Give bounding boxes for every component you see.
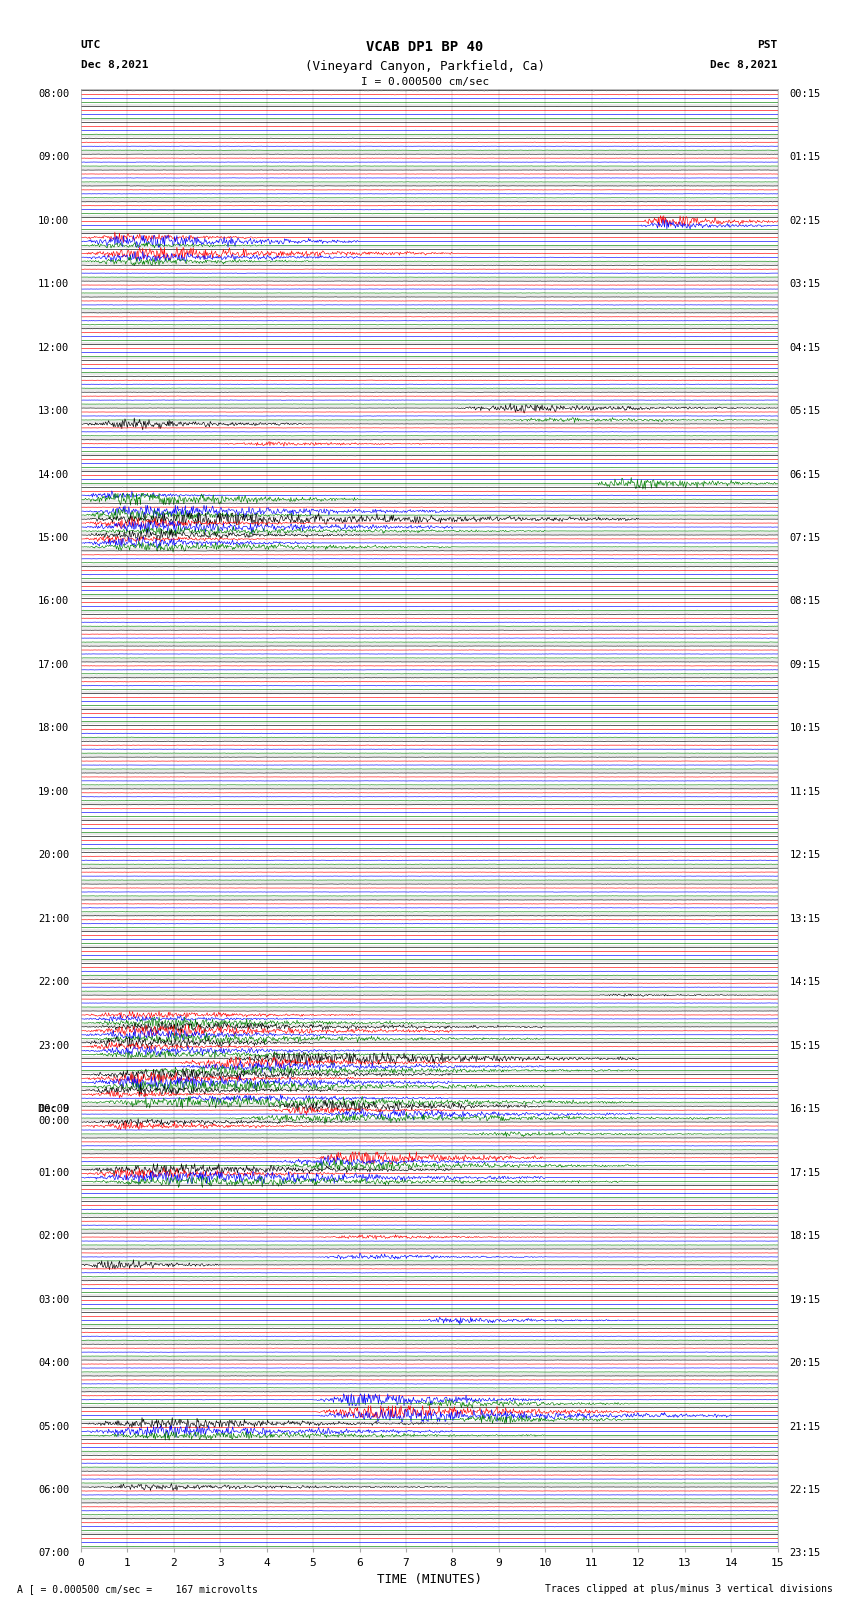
Text: 07:15: 07:15 bbox=[790, 532, 820, 544]
Text: 08:15: 08:15 bbox=[790, 597, 820, 606]
Text: UTC: UTC bbox=[81, 40, 101, 50]
Text: 21:15: 21:15 bbox=[790, 1421, 820, 1432]
Text: 01:15: 01:15 bbox=[790, 152, 820, 163]
Text: 19:00: 19:00 bbox=[38, 787, 69, 797]
Text: 01:00: 01:00 bbox=[38, 1168, 69, 1177]
Text: 10:00: 10:00 bbox=[38, 216, 69, 226]
Text: 12:15: 12:15 bbox=[790, 850, 820, 860]
Text: 08:00: 08:00 bbox=[38, 89, 69, 98]
Text: 11:15: 11:15 bbox=[790, 787, 820, 797]
Text: 21:00: 21:00 bbox=[38, 915, 69, 924]
Text: A [ = 0.000500 cm/sec =    167 microvolts: A [ = 0.000500 cm/sec = 167 microvolts bbox=[17, 1584, 258, 1594]
Text: 19:15: 19:15 bbox=[790, 1295, 820, 1305]
Text: 23:15: 23:15 bbox=[790, 1548, 820, 1558]
Text: 03:15: 03:15 bbox=[790, 279, 820, 289]
Text: 10:15: 10:15 bbox=[790, 723, 820, 734]
Text: 14:15: 14:15 bbox=[790, 977, 820, 987]
Text: 00:15: 00:15 bbox=[790, 89, 820, 98]
Text: 17:00: 17:00 bbox=[38, 660, 69, 669]
Text: 23:00: 23:00 bbox=[38, 1040, 69, 1050]
X-axis label: TIME (MINUTES): TIME (MINUTES) bbox=[377, 1573, 482, 1586]
Text: 18:00: 18:00 bbox=[38, 723, 69, 734]
Text: 04:00: 04:00 bbox=[38, 1358, 69, 1368]
Text: 09:00: 09:00 bbox=[38, 152, 69, 163]
Text: 17:15: 17:15 bbox=[790, 1168, 820, 1177]
Text: 12:00: 12:00 bbox=[38, 342, 69, 353]
Text: 00:00: 00:00 bbox=[38, 1105, 69, 1115]
Text: 16:00: 16:00 bbox=[38, 597, 69, 606]
Text: VCAB DP1 BP 40: VCAB DP1 BP 40 bbox=[366, 40, 484, 55]
Text: 18:15: 18:15 bbox=[790, 1231, 820, 1240]
Text: 15:15: 15:15 bbox=[790, 1040, 820, 1050]
Text: 20:15: 20:15 bbox=[790, 1358, 820, 1368]
Text: PST: PST bbox=[757, 40, 778, 50]
Text: 22:15: 22:15 bbox=[790, 1486, 820, 1495]
Text: 05:00: 05:00 bbox=[38, 1421, 69, 1432]
Text: 04:15: 04:15 bbox=[790, 342, 820, 353]
Text: 15:00: 15:00 bbox=[38, 532, 69, 544]
Text: Dec 8,2021: Dec 8,2021 bbox=[81, 60, 148, 69]
Text: 13:15: 13:15 bbox=[790, 915, 820, 924]
Text: 09:15: 09:15 bbox=[790, 660, 820, 669]
Text: Dec 9
00:00: Dec 9 00:00 bbox=[38, 1105, 69, 1126]
Text: 22:00: 22:00 bbox=[38, 977, 69, 987]
Text: I = 0.000500 cm/sec: I = 0.000500 cm/sec bbox=[361, 77, 489, 87]
Text: 06:15: 06:15 bbox=[790, 469, 820, 479]
Text: 14:00: 14:00 bbox=[38, 469, 69, 479]
Text: 06:00: 06:00 bbox=[38, 1486, 69, 1495]
Text: 07:00: 07:00 bbox=[38, 1548, 69, 1558]
Text: 11:00: 11:00 bbox=[38, 279, 69, 289]
Text: (Vineyard Canyon, Parkfield, Ca): (Vineyard Canyon, Parkfield, Ca) bbox=[305, 60, 545, 73]
Text: 16:15: 16:15 bbox=[790, 1105, 820, 1115]
Text: 05:15: 05:15 bbox=[790, 406, 820, 416]
Text: 03:00: 03:00 bbox=[38, 1295, 69, 1305]
Text: 02:15: 02:15 bbox=[790, 216, 820, 226]
Text: 02:00: 02:00 bbox=[38, 1231, 69, 1240]
Text: 13:00: 13:00 bbox=[38, 406, 69, 416]
Text: 20:00: 20:00 bbox=[38, 850, 69, 860]
Text: Traces clipped at plus/minus 3 vertical divisions: Traces clipped at plus/minus 3 vertical … bbox=[545, 1584, 833, 1594]
Text: Dec 8,2021: Dec 8,2021 bbox=[711, 60, 778, 69]
